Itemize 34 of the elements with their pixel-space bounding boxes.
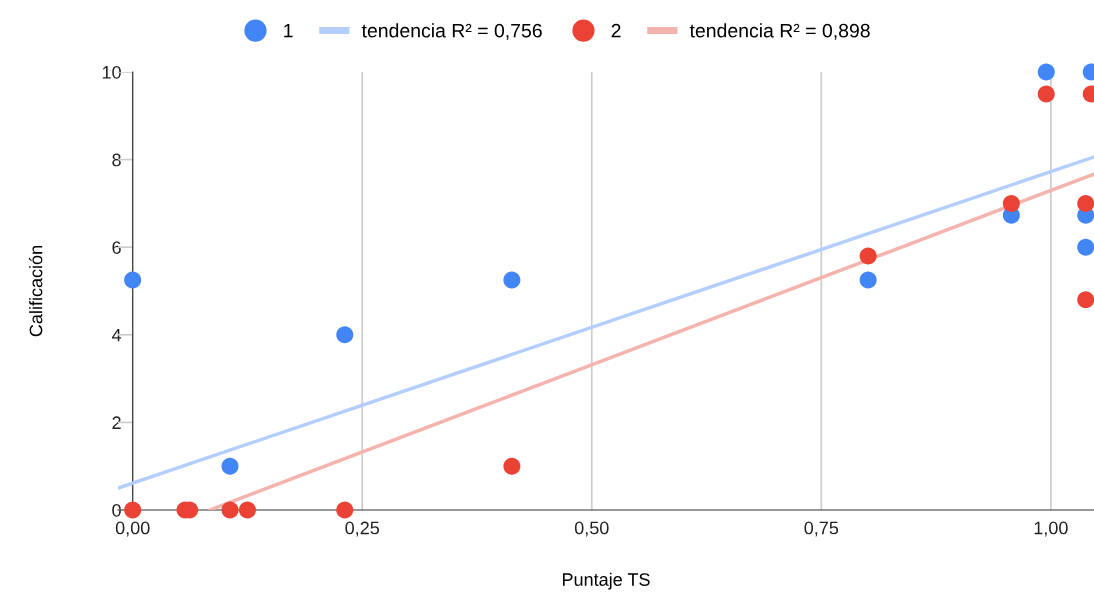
x-tick-label: 0,75 bbox=[804, 521, 839, 537]
x-tick-label: 0,50 bbox=[574, 521, 609, 537]
y-tick-label: 4 bbox=[111, 328, 122, 342]
legend-label: 2 bbox=[611, 23, 621, 38]
y-tick-label: 8 bbox=[112, 153, 121, 167]
point bbox=[859, 247, 877, 265]
point bbox=[1037, 63, 1055, 81]
y-tick-label: 10 bbox=[102, 65, 121, 79]
point bbox=[1037, 85, 1055, 103]
x-tick-label: 0,25 bbox=[345, 521, 380, 537]
point bbox=[503, 271, 521, 289]
point bbox=[221, 501, 239, 519]
point bbox=[221, 457, 239, 475]
point bbox=[336, 326, 354, 344]
point bbox=[1077, 194, 1094, 212]
legend-label: 1 bbox=[284, 23, 293, 38]
x-axis-title: Puntaje TS bbox=[562, 572, 650, 590]
point bbox=[1002, 194, 1020, 212]
point bbox=[124, 501, 142, 519]
point bbox=[336, 501, 354, 519]
point bbox=[124, 271, 142, 289]
y-tick-label: 6 bbox=[112, 241, 121, 254]
point bbox=[859, 271, 877, 289]
point bbox=[1077, 238, 1094, 256]
point bbox=[1077, 291, 1094, 309]
y-axis-title: Calificación bbox=[28, 246, 43, 337]
y-tick-label: 2 bbox=[112, 416, 121, 429]
point bbox=[238, 501, 256, 519]
y-tick-label: 0 bbox=[112, 503, 121, 517]
legend-label: tendencia R² = 0,756 bbox=[361, 23, 542, 40]
point bbox=[503, 457, 521, 475]
x-tick-label: 0,00 bbox=[115, 521, 150, 537]
legend-label: tendencia R² = 0,898 bbox=[689, 23, 870, 40]
x-tick-label: 1,00 bbox=[1034, 521, 1068, 537]
